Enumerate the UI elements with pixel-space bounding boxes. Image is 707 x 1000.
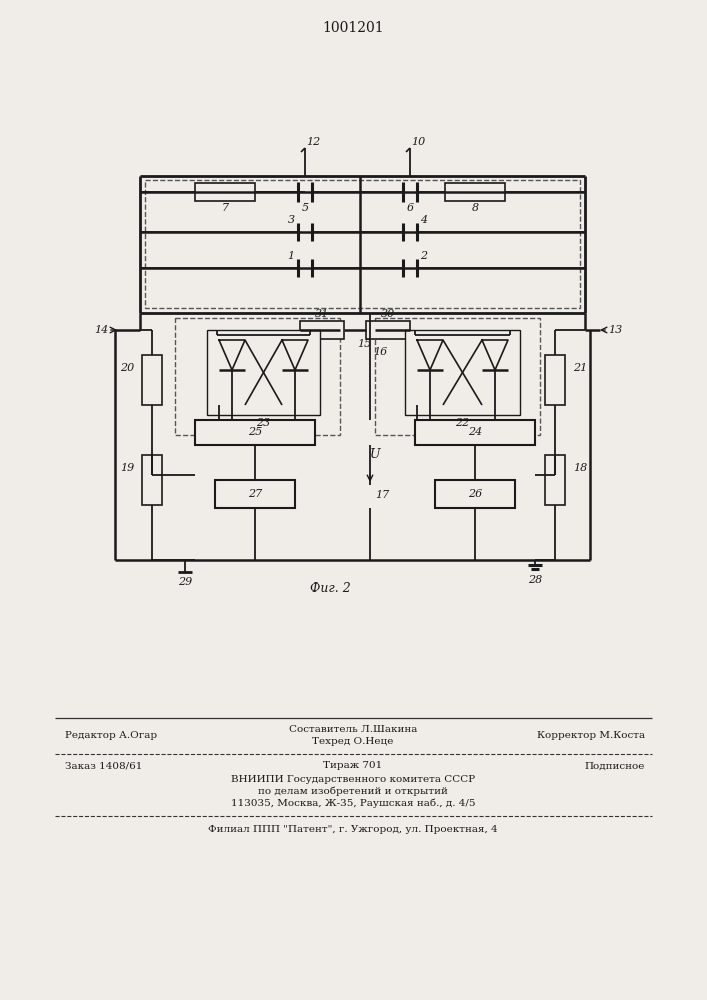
Text: 5: 5 xyxy=(301,203,308,213)
Text: Редактор А.Огар: Редактор А.Огар xyxy=(65,730,157,740)
Text: 20: 20 xyxy=(119,363,134,373)
Bar xyxy=(195,183,255,201)
Bar xyxy=(207,330,320,415)
Bar xyxy=(195,420,315,445)
Text: 16: 16 xyxy=(373,347,387,357)
Text: 17: 17 xyxy=(375,490,389,500)
Text: Тираж 701: Тираж 701 xyxy=(323,762,382,770)
Text: Филиал ППП "Патент", г. Ужгород, ул. Проектная, 4: Филиал ППП "Патент", г. Ужгород, ул. Про… xyxy=(208,826,498,834)
Text: Корректор М.Коста: Корректор М.Коста xyxy=(537,730,645,740)
Text: 23: 23 xyxy=(256,418,270,428)
Text: Подписное: Подписное xyxy=(585,762,645,770)
Text: 19: 19 xyxy=(119,463,134,473)
Bar xyxy=(366,321,410,339)
Text: 31: 31 xyxy=(315,309,329,319)
Text: 4: 4 xyxy=(421,215,428,225)
Bar xyxy=(175,318,340,435)
Text: Фиг. 2: Фиг. 2 xyxy=(310,582,351,594)
Text: 7: 7 xyxy=(221,203,228,213)
Text: 28: 28 xyxy=(528,575,542,585)
Text: 21: 21 xyxy=(573,363,588,373)
Text: 18: 18 xyxy=(573,463,588,473)
Text: 30: 30 xyxy=(381,309,395,319)
Text: 15: 15 xyxy=(357,339,371,349)
Text: 8: 8 xyxy=(472,203,479,213)
Text: 3: 3 xyxy=(288,215,295,225)
Bar xyxy=(215,480,295,508)
Text: 113035, Москва, Ж-35, Раушская наб., д. 4/5: 113035, Москва, Ж-35, Раушская наб., д. … xyxy=(230,798,475,808)
Text: 29: 29 xyxy=(178,577,192,587)
Bar xyxy=(545,455,565,505)
Text: 1: 1 xyxy=(288,251,295,261)
Text: U: U xyxy=(370,448,380,462)
Text: 13: 13 xyxy=(608,325,622,335)
Text: 25: 25 xyxy=(248,427,262,437)
Text: 12: 12 xyxy=(306,137,320,147)
Text: 24: 24 xyxy=(468,427,482,437)
Text: ВНИИПИ Государственного комитета СССР: ВНИИПИ Государственного комитета СССР xyxy=(231,774,475,784)
Bar xyxy=(145,180,580,308)
Text: по делам изобретений и открытий: по делам изобретений и открытий xyxy=(258,786,448,796)
Text: Техред О.Неце: Техред О.Неце xyxy=(312,738,394,746)
Bar xyxy=(142,455,162,505)
Bar xyxy=(405,330,520,415)
Text: 14: 14 xyxy=(94,325,108,335)
Text: Заказ 1408/61: Заказ 1408/61 xyxy=(65,762,142,770)
Bar xyxy=(415,420,535,445)
Bar xyxy=(545,355,565,405)
Text: 27: 27 xyxy=(248,489,262,499)
Bar xyxy=(375,318,540,435)
Text: 22: 22 xyxy=(455,418,469,428)
Text: 2: 2 xyxy=(421,251,428,261)
Text: 6: 6 xyxy=(407,203,414,213)
Text: 10: 10 xyxy=(411,137,425,147)
Text: 1001201: 1001201 xyxy=(322,21,384,35)
Text: 26: 26 xyxy=(468,489,482,499)
Text: Составитель Л.Шакина: Составитель Л.Шакина xyxy=(289,724,417,734)
Bar xyxy=(445,183,505,201)
Bar xyxy=(435,480,515,508)
Bar xyxy=(300,321,344,339)
Bar xyxy=(142,355,162,405)
